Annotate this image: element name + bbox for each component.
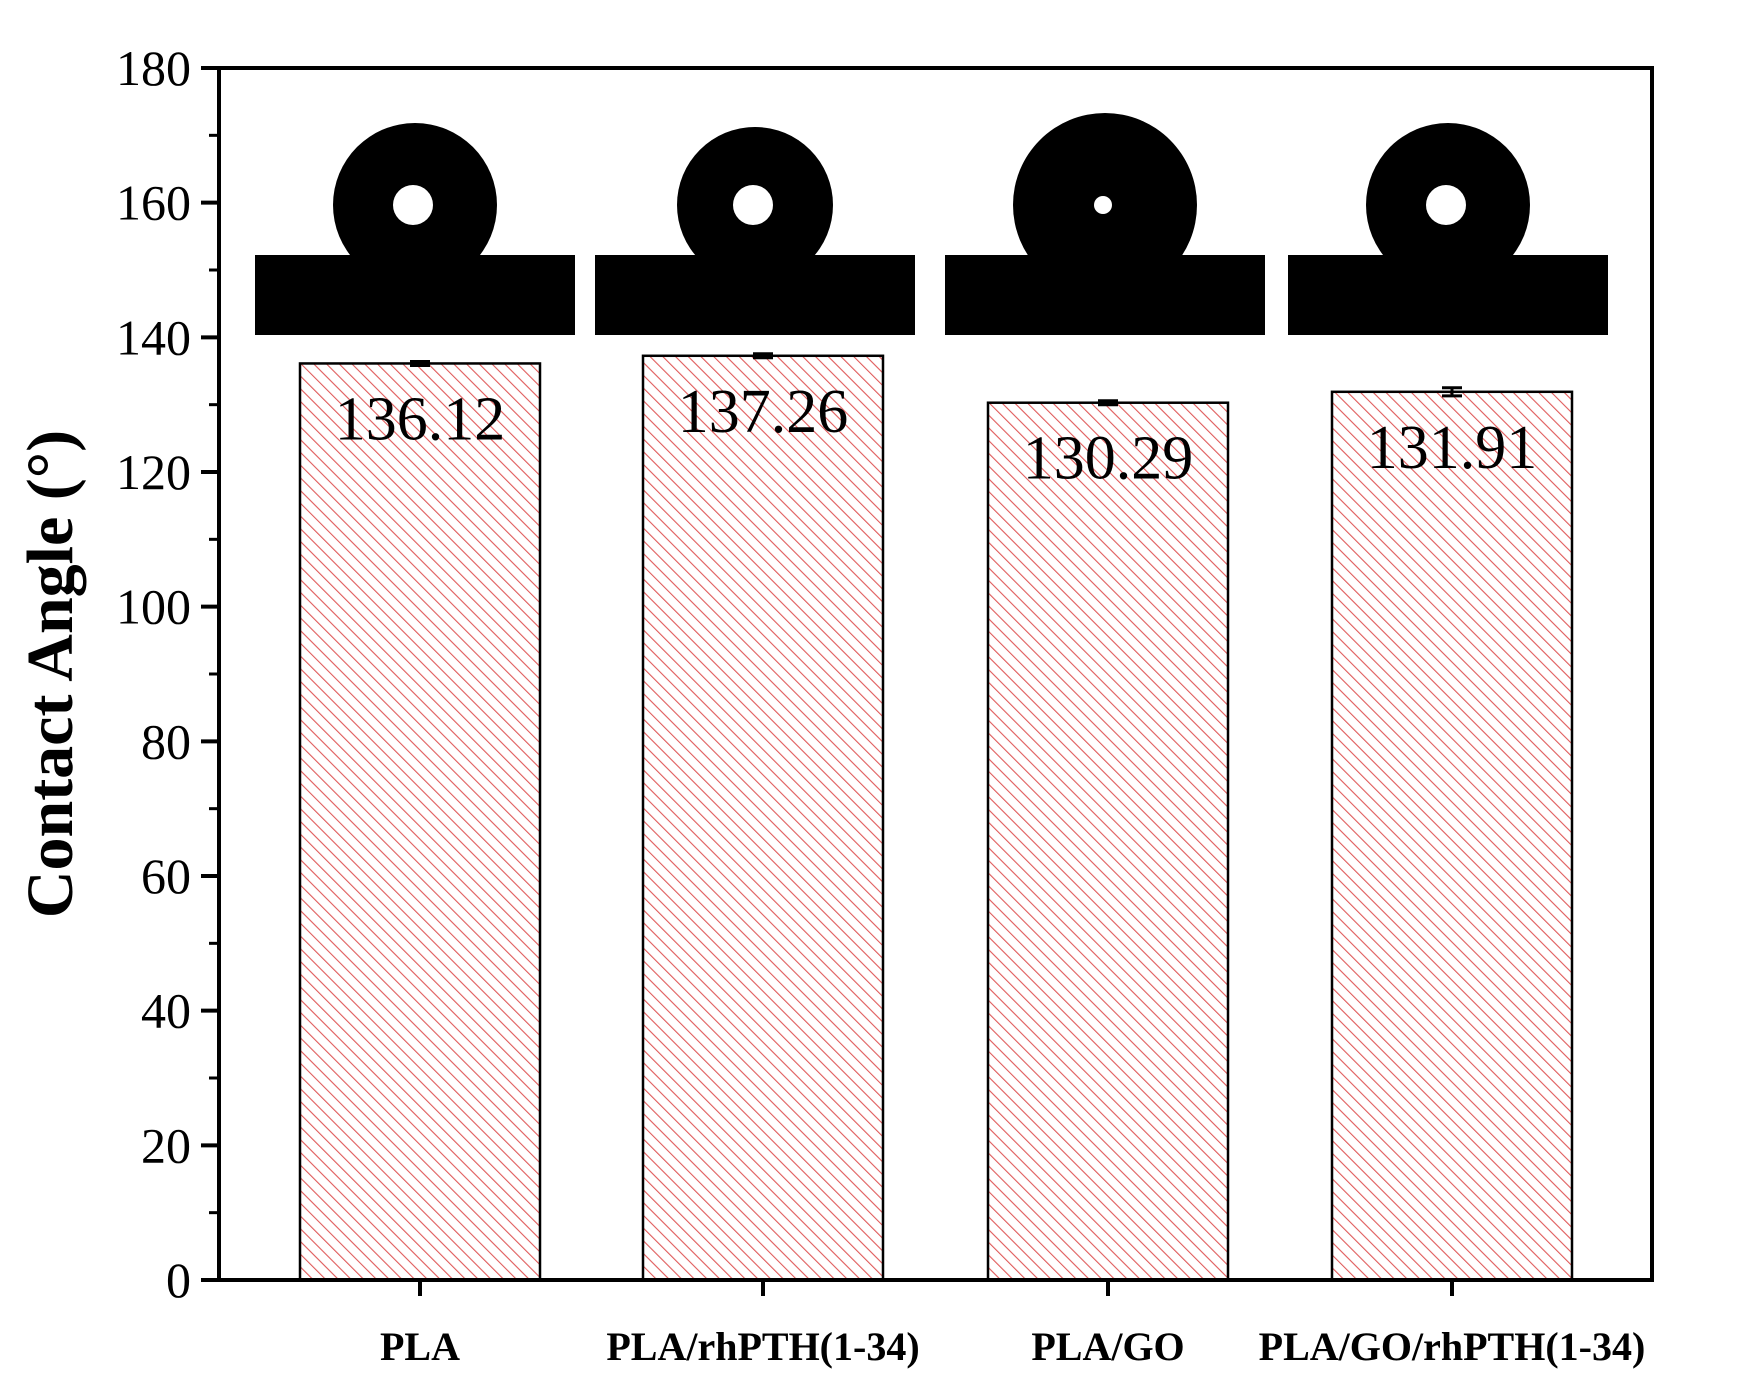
x-tick-label: PLA/GO [1031,1324,1184,1369]
y-axis-title: Contact Angle (°) [14,430,87,918]
y-tick-label: 80 [141,713,191,769]
y-tick-label: 20 [141,1117,191,1173]
x-axis: PLA PLA/rhPTH(1-34) PLA/GO PLA/GO/rhPTH(1-3… [380,1280,1645,1369]
bar [986,401,1230,1282]
data-label: 131.91 [1367,414,1538,482]
x-tick-label: PLA [380,1324,460,1369]
y-tick-label: 0 [166,1252,191,1308]
droplet-image [1288,123,1608,335]
bar [298,362,542,1282]
bar [1330,390,1574,1282]
y-tick-label: 180 [116,40,191,96]
droplet-image [945,113,1265,335]
y-tick-label: 120 [116,444,191,500]
y-tick-label: 60 [141,848,191,904]
droplet-insets [255,113,1608,335]
y-axis: 0 20 40 60 80 100 120 140 160 180 [116,40,219,1308]
y-tick-label: 40 [141,983,191,1039]
bar [641,354,885,1282]
droplet-image [595,127,915,335]
x-tick-label: PLA/GO/rhPTH(1-34) [1259,1324,1646,1369]
y-tick-label: 160 [116,175,191,231]
y-tick-label: 100 [116,579,191,635]
bars: 136.12 137.26 130.29 131.91 [298,352,1574,1282]
plot-frame [217,66,1654,1282]
data-label: 137.26 [678,378,849,446]
data-label: 130.29 [1023,425,1194,493]
y-tick-label: 140 [116,309,191,365]
data-label: 136.12 [335,385,506,453]
droplet-image [255,123,575,335]
x-tick-label: PLA/rhPTH(1-34) [606,1324,919,1369]
